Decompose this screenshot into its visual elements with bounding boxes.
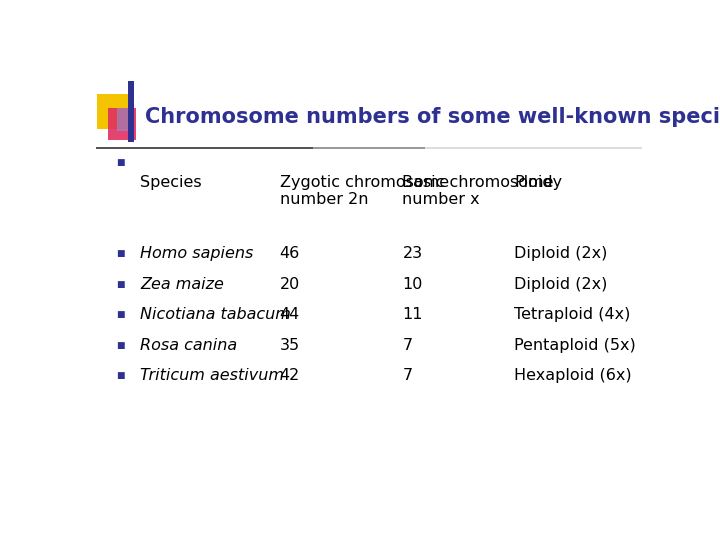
Text: 46: 46 (280, 246, 300, 261)
Bar (128, 82, 133, 141)
Text: Diploid (2x): Diploid (2x) (514, 246, 608, 261)
Bar (117, 109, 131, 131)
Text: Triticum aestivum: Triticum aestivum (140, 368, 284, 383)
Text: 10: 10 (402, 277, 423, 292)
Text: ■: ■ (117, 249, 125, 259)
Text: Basic chromosome
number x: Basic chromosome number x (402, 175, 554, 207)
Text: ■: ■ (117, 371, 125, 380)
Text: Homo sapiens: Homo sapiens (140, 246, 253, 261)
Text: Species: Species (140, 175, 202, 190)
Text: Zea maize: Zea maize (140, 277, 224, 292)
Text: 35: 35 (280, 338, 300, 353)
Text: 42: 42 (280, 368, 300, 383)
Text: 20: 20 (280, 277, 300, 292)
Text: Hexaploid (6x): Hexaploid (6x) (514, 368, 631, 383)
Text: Pentaploid (5x): Pentaploid (5x) (514, 338, 636, 353)
Text: Nicotiana tabacum: Nicotiana tabacum (140, 307, 291, 322)
Text: 23: 23 (402, 246, 423, 261)
Text: 44: 44 (280, 307, 300, 322)
Text: Tetraploid (4x): Tetraploid (4x) (514, 307, 631, 322)
Bar (97, 94, 128, 129)
Text: ■: ■ (117, 341, 125, 349)
Bar (108, 109, 136, 140)
Text: Ploidy: Ploidy (514, 175, 562, 190)
Text: Zygotic chromosome
number 2n: Zygotic chromosome number 2n (280, 175, 449, 207)
Text: ■: ■ (117, 158, 125, 167)
Text: ■: ■ (117, 310, 125, 319)
Text: ■: ■ (117, 280, 125, 289)
Text: Chromosome numbers of some well-known species: Chromosome numbers of some well-known sp… (145, 107, 720, 127)
Text: 11: 11 (402, 307, 423, 322)
Text: Rosa canina: Rosa canina (140, 338, 238, 353)
Text: 7: 7 (402, 338, 413, 353)
Text: 7: 7 (402, 368, 413, 383)
Text: Diploid (2x): Diploid (2x) (514, 277, 608, 292)
